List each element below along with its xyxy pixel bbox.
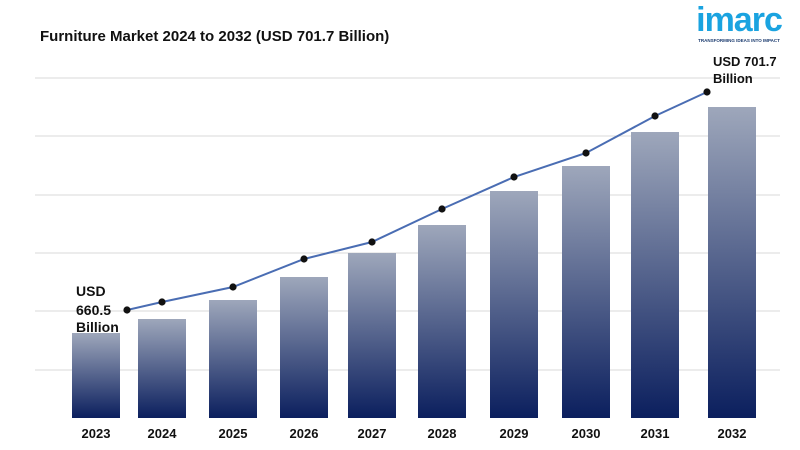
x-tick-label: 2025 [219, 426, 248, 441]
bar-2024 [138, 319, 186, 418]
bar-2029 [490, 191, 538, 418]
line-point-2029 [510, 173, 518, 181]
line-point-2032 [703, 88, 711, 96]
logo-tagline: TRANSFORMING IDEAS INTO IMPACT [698, 38, 780, 43]
x-tick-label: 2024 [148, 426, 178, 441]
line-point-2030 [582, 149, 590, 157]
x-tick-label: 2032 [718, 426, 747, 441]
bar-2031 [631, 132, 679, 418]
x-tick-label: 2031 [641, 426, 670, 441]
line-point-2031 [651, 112, 659, 120]
x-tick-label: 2030 [572, 426, 601, 441]
x-tick-label: 2027 [358, 426, 387, 441]
bar-2028 [418, 225, 466, 418]
x-tick-label: 2029 [500, 426, 529, 441]
bar-2026 [280, 277, 328, 418]
line-point-2025 [229, 283, 237, 291]
bar-2030 [562, 166, 610, 418]
line-point-2023 [123, 306, 131, 314]
start-annotation-line1: USD [76, 283, 106, 299]
chart-title: Furniture Market 2024 to 2032 (USD 701.7… [40, 28, 390, 45]
start-annotation-line2: 660.5 [76, 302, 111, 318]
line-point-2024 [158, 298, 166, 306]
end-annotation-line1: USD 701.7 [713, 54, 777, 69]
bar-2027 [348, 253, 396, 418]
x-tick-label: 2028 [428, 426, 457, 441]
line-point-2026 [300, 255, 308, 263]
end-annotation-line2: Billion [713, 71, 753, 86]
logo-word: imarc [696, 1, 783, 39]
start-annotation-line3: Billion [76, 319, 119, 335]
x-tick-label: 2023 [82, 426, 111, 441]
imarc-logo: imarc TRANSFORMING IDEAS INTO IMPACT [684, 2, 794, 43]
bar-2032 [708, 107, 756, 418]
bar-2025 [209, 300, 257, 418]
x-tick-label: 2026 [290, 426, 319, 441]
line-point-2028 [438, 205, 446, 213]
trend-line [126, 91, 708, 311]
bar-2023 [72, 333, 120, 418]
line-point-2027 [368, 238, 376, 246]
